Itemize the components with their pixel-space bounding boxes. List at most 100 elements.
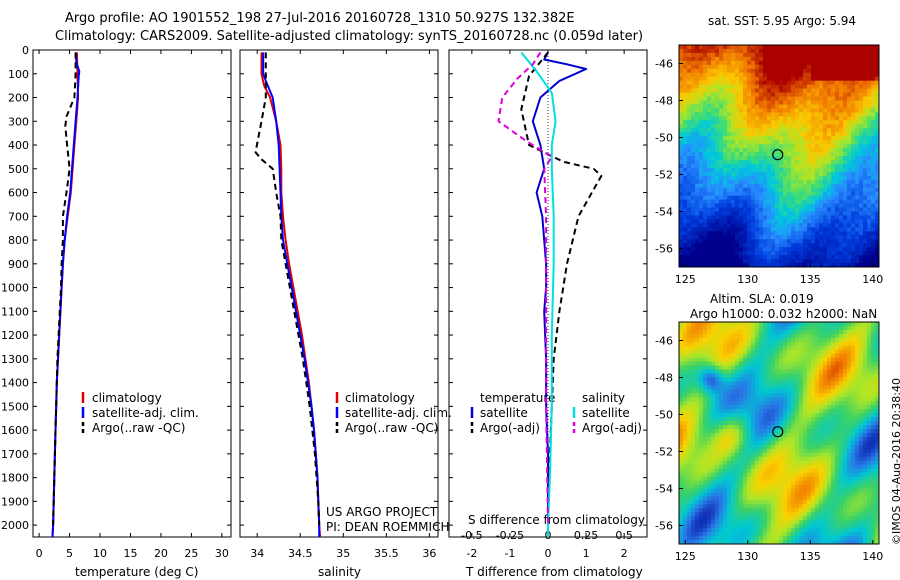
map-cell: [807, 108, 812, 113]
map-cell: [715, 429, 720, 434]
map-cell: [695, 381, 700, 387]
map-cell: [679, 325, 684, 331]
map-cell: [723, 373, 728, 379]
map-cell: [875, 436, 879, 442]
map-cell: [719, 100, 724, 106]
map-cell: [767, 100, 772, 106]
map-cell: [699, 128, 704, 133]
map-cell: [855, 108, 860, 113]
map-cell: [739, 45, 744, 50]
map-cell: [735, 373, 740, 379]
map-cell: [831, 132, 836, 137]
map-cell: [827, 421, 832, 426]
map-cell: [691, 452, 696, 458]
map-cell: [727, 322, 732, 327]
map-cell: [735, 60, 740, 66]
map-cell: [875, 207, 879, 213]
map-cell: [787, 108, 792, 113]
map-cell: [795, 373, 800, 379]
map-cell: [787, 132, 792, 137]
map-cell: [855, 361, 860, 367]
map-cell: [711, 156, 716, 161]
map-cell: [863, 409, 868, 414]
map-cell: [831, 191, 836, 197]
map-cell: [767, 152, 772, 157]
map-cell: [735, 159, 740, 165]
map-cell: [743, 255, 748, 260]
map-cell: [707, 349, 712, 355]
map-cell: [747, 247, 752, 252]
map-cell: [711, 413, 716, 418]
map-cell: [871, 464, 876, 470]
map-cell: [687, 413, 692, 418]
map-cell: [695, 56, 700, 62]
map-cell: [715, 349, 720, 355]
map-cell: [863, 159, 868, 165]
map-cell: [815, 144, 820, 149]
map-cell: [867, 337, 872, 343]
map-cell: [771, 195, 776, 201]
map-cell: [739, 152, 744, 157]
map-cell: [763, 452, 768, 458]
map-cell: [783, 112, 788, 117]
map-cell: [747, 389, 752, 394]
map-cell: [715, 112, 720, 117]
map-cell: [747, 175, 752, 181]
map-cell: [763, 191, 768, 197]
map-cell: [871, 144, 876, 149]
map-cell: [831, 215, 836, 221]
map-cell: [827, 80, 832, 86]
map-cell: [863, 80, 868, 86]
map-cell: [687, 56, 692, 62]
map-cell: [731, 389, 736, 394]
map-cell: [859, 227, 864, 232]
map-cell: [731, 72, 736, 78]
map-cell: [767, 349, 772, 355]
map-cell: [763, 132, 768, 137]
map-cell: [687, 80, 692, 86]
map-cell: [851, 120, 856, 125]
map-cell: [687, 48, 692, 54]
map-cell: [687, 96, 692, 102]
map-cell: [751, 243, 756, 248]
map-cell: [691, 227, 696, 232]
map-cell: [851, 333, 856, 339]
map-cell: [683, 389, 688, 394]
map-cell: [859, 132, 864, 137]
map-cell: [703, 112, 708, 117]
map-cell: [803, 175, 808, 181]
map-cell: [799, 183, 804, 189]
map-cell: [799, 68, 804, 74]
map-cell: [815, 60, 820, 66]
map-cell: [867, 124, 872, 129]
map-cell: [859, 175, 864, 181]
map-cell: [823, 468, 828, 474]
map-cell: [779, 429, 784, 434]
map-cell: [775, 389, 780, 394]
map-cell: [807, 361, 812, 367]
map-cell: [811, 136, 816, 141]
map-cell: [835, 80, 840, 86]
map-cell: [771, 243, 776, 248]
map-cell: [847, 448, 852, 454]
x-top-tick-label: 0.25: [574, 529, 599, 542]
map-cell: [739, 175, 744, 181]
map-cell: [739, 207, 744, 213]
map-cell: [851, 409, 856, 414]
map-cell: [747, 80, 752, 86]
map-cell: [791, 68, 796, 74]
map-cell: [807, 235, 812, 240]
map-cell: [763, 108, 768, 113]
map-cell: [819, 456, 824, 462]
map-cell: [771, 255, 776, 260]
map-cell: [803, 255, 808, 260]
map-cell: [871, 413, 876, 418]
map-cell: [739, 179, 744, 185]
map-cell: [747, 349, 752, 355]
map-cell: [787, 333, 792, 339]
map-cell: [739, 337, 744, 343]
map-cell: [723, 389, 728, 394]
map-cell: [859, 231, 864, 236]
map-cell: [847, 429, 852, 434]
map-cell: [723, 159, 728, 165]
